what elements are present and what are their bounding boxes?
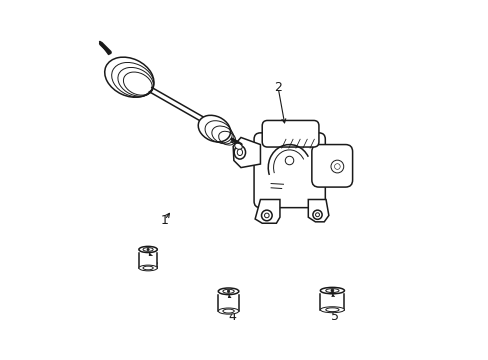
FancyBboxPatch shape (262, 121, 318, 147)
Text: 2: 2 (274, 81, 282, 94)
Polygon shape (255, 199, 279, 223)
Ellipse shape (320, 307, 344, 313)
Ellipse shape (320, 287, 344, 294)
Text: 1: 1 (161, 214, 168, 227)
Ellipse shape (142, 248, 153, 251)
Text: 5: 5 (330, 310, 338, 323)
Ellipse shape (325, 289, 338, 293)
FancyBboxPatch shape (254, 133, 325, 208)
FancyBboxPatch shape (320, 297, 344, 312)
Ellipse shape (218, 288, 238, 294)
Polygon shape (233, 138, 260, 168)
Circle shape (147, 248, 149, 251)
Circle shape (330, 289, 333, 292)
Ellipse shape (104, 57, 154, 97)
Ellipse shape (234, 143, 242, 149)
Ellipse shape (234, 145, 245, 159)
Circle shape (227, 290, 229, 293)
Circle shape (330, 160, 343, 173)
Ellipse shape (139, 265, 157, 271)
Text: 3: 3 (150, 260, 158, 273)
Ellipse shape (198, 115, 230, 142)
Ellipse shape (315, 213, 319, 217)
Ellipse shape (264, 213, 268, 218)
Ellipse shape (312, 210, 322, 219)
Circle shape (285, 156, 293, 165)
Ellipse shape (139, 246, 157, 253)
FancyBboxPatch shape (139, 256, 157, 270)
Ellipse shape (218, 308, 238, 314)
Text: 4: 4 (228, 310, 236, 323)
Polygon shape (307, 199, 328, 222)
Ellipse shape (223, 289, 234, 293)
FancyBboxPatch shape (311, 145, 352, 187)
FancyBboxPatch shape (218, 298, 238, 313)
Ellipse shape (237, 149, 242, 156)
Ellipse shape (261, 210, 272, 221)
Circle shape (334, 164, 340, 169)
